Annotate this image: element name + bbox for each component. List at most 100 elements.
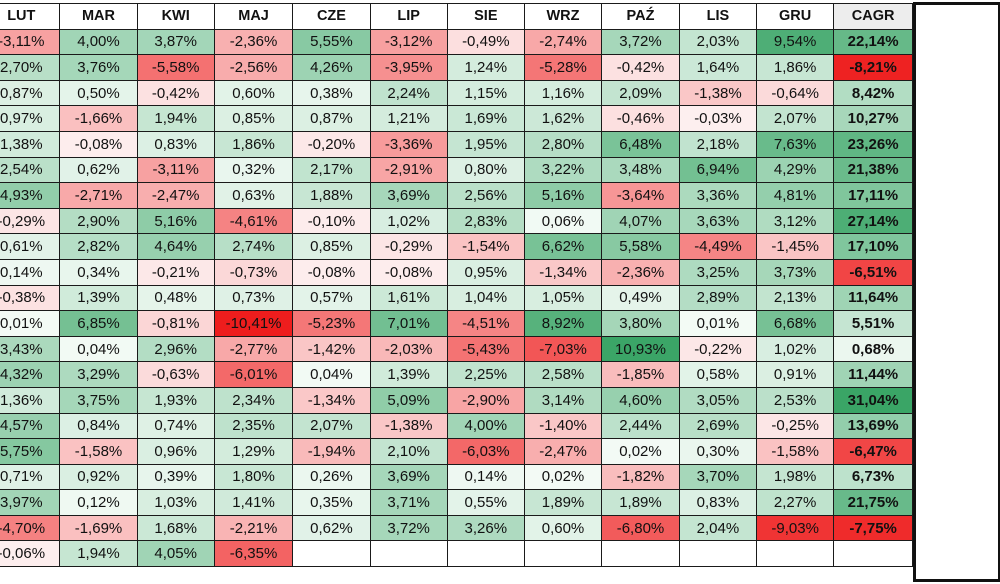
cagr-value-cell: 10,27% [833,105,913,132]
month-value-cell: 2,44% [601,412,680,440]
month-value-cell: 4,64% [136,233,215,260]
month-value-cell: 0,14% [446,463,525,491]
table-row: -0,38% 1,39% 0,48% 0,73% 0,57% 1,61% 1,04% 1,05… [0,284,913,312]
month-value-cell: 4,05% [136,540,215,568]
month-value-cell: 0,71% [0,463,61,491]
month-value-cell: 6,48% [601,130,680,158]
month-value-cell: -2,74% [523,28,603,56]
month-value-cell: -1,94% [292,438,371,465]
month-value-cell: 7,63% [756,130,835,158]
header-month: MAJ [213,3,294,30]
month-value-cell: -0,03% [678,105,758,132]
month-value-cell: -2,77% [213,335,294,363]
table-row: 0,97% -1,66% 1,94% 0,85% 0,87% 1,21% 1,69% 1,62… [0,105,913,132]
cagr-value-cell: 21,38% [833,156,913,184]
month-value-cell: 3,76% [59,54,138,81]
month-value-cell: 4,32% [0,361,61,388]
month-value-cell: 1,21% [369,105,448,132]
month-value-cell: 0,63% [213,182,294,209]
month-value-cell: -10,41% [213,310,294,337]
month-value-cell: 0,32% [213,156,294,184]
month-value-cell: 2,83% [446,207,525,235]
month-value-cell: 2,58% [523,361,603,388]
month-value-cell: -0,08% [292,258,371,286]
month-value-cell: 1,62% [523,105,603,132]
month-value-cell: 0,26% [292,463,371,491]
month-value-cell: -1,38% [678,79,758,107]
month-value-cell: 0,57% [292,284,371,312]
table-row: 2,70% 3,76% -5,58% -2,56% 4,26% -3,95% 1,24% -5… [0,54,913,81]
cagr-value-cell: 13,69% [833,412,913,440]
month-value-cell: 3,48% [601,156,680,184]
month-value-cell: 3,25% [678,258,758,286]
table-row: 5,75% -1,58% 0,96% 1,29% -1,94% 2,10% -6,03% -2… [0,438,913,465]
header-month: GRU [756,3,835,30]
table-row: 0,71% 0,92% 0,39% 1,80% 0,26% 3,69% 0,14% 0,02%… [0,463,913,491]
month-value-cell: -1,82% [601,463,680,491]
month-value-cell: 8,92% [523,310,603,337]
month-value-cell: -5,43% [446,335,525,363]
month-value-cell [369,540,448,568]
month-value-cell: 2,17% [292,156,371,184]
table-row: 1,36% 3,75% 1,93% 2,34% -1,34% 5,09% -2,90% 3,1… [0,386,913,414]
table-row: -3,11% 4,00% 3,87% -2,36% 5,55% -3,12% -0,49% -… [0,28,913,56]
month-value-cell: 1,41% [213,489,294,516]
month-value-cell: 1,38% [0,130,61,158]
month-value-cell: -4,51% [446,310,525,337]
month-value-cell: 0,74% [136,412,215,440]
month-value-cell: 3,70% [678,463,758,491]
month-value-cell: 2,82% [59,233,138,260]
month-value-cell: -2,36% [601,258,680,286]
month-value-cell: 0,85% [292,233,371,260]
month-value-cell: 0,02% [601,438,680,465]
cagr-value-cell: 22,14% [833,28,913,56]
month-value-cell: -1,54% [446,233,525,260]
header-month: WRZ [523,3,603,30]
month-value-cell: 2,25% [446,361,525,388]
cagr-value-cell: 23,26% [833,130,913,158]
month-value-cell: 2,07% [756,105,835,132]
month-value-cell: -0,46% [601,105,680,132]
month-value-cell: 1,95% [446,130,525,158]
month-value-cell: 1,94% [136,105,215,132]
month-value-cell: 1,24% [446,54,525,81]
month-value-cell: 0,02% [523,463,603,491]
month-value-cell: 1,02% [756,335,835,363]
month-value-cell: -2,90% [446,386,525,414]
month-value-cell: -3,11% [0,28,61,56]
month-value-cell: 2,90% [59,207,138,235]
header-month: KWI [136,3,215,30]
table-row: 4,93% -2,71% -2,47% 0,63% 1,88% 3,69% 2,56% 5,1… [0,182,913,209]
month-value-cell: 1,86% [756,54,835,81]
month-value-cell: 4,57% [0,412,61,440]
month-value-cell: 1,94% [59,540,138,568]
header-row: LUT MAR KWI MAJ CZE LIP SIE WRZ PAŹ LIS GRU CAGR [0,3,913,30]
month-value-cell: 0,60% [213,79,294,107]
month-value-cell: 0,84% [59,412,138,440]
month-value-cell: 4,00% [446,412,525,440]
month-value-cell: -0,25% [756,412,835,440]
month-value-cell: 1,69% [446,105,525,132]
month-value-cell: 7,01% [369,310,448,337]
month-value-cell: -5,23% [292,310,371,337]
month-value-cell: 10,93% [601,335,680,363]
month-value-cell: 2,18% [678,130,758,158]
month-value-cell: 2,53% [756,386,835,414]
header-month: CZE [292,3,371,30]
month-value-cell: -2,56% [213,54,294,81]
month-value-cell: 3,80% [601,310,680,337]
month-value-cell: -1,58% [59,438,138,465]
month-value-cell: 2,07% [292,412,371,440]
month-value-cell: -3,36% [369,130,448,158]
cagr-value-cell: 31,04% [833,386,913,414]
month-value-cell: -4,70% [0,514,61,542]
month-value-cell: -0,29% [369,233,448,260]
month-value-cell: 1,86% [213,130,294,158]
table-row: 4,32% 3,29% -0,63% -6,01% 0,04% 1,39% 2,25% 2,5… [0,361,913,388]
month-value-cell: -4,61% [213,207,294,235]
month-value-cell: -0,81% [136,310,215,337]
cagr-value-cell: 27,14% [833,207,913,235]
month-value-cell: 0,87% [292,105,371,132]
cagr-column-frame [913,2,1000,582]
table-body: -3,11% 4,00% 3,87% -2,36% 5,55% -3,12% -0,49% -… [0,28,913,568]
